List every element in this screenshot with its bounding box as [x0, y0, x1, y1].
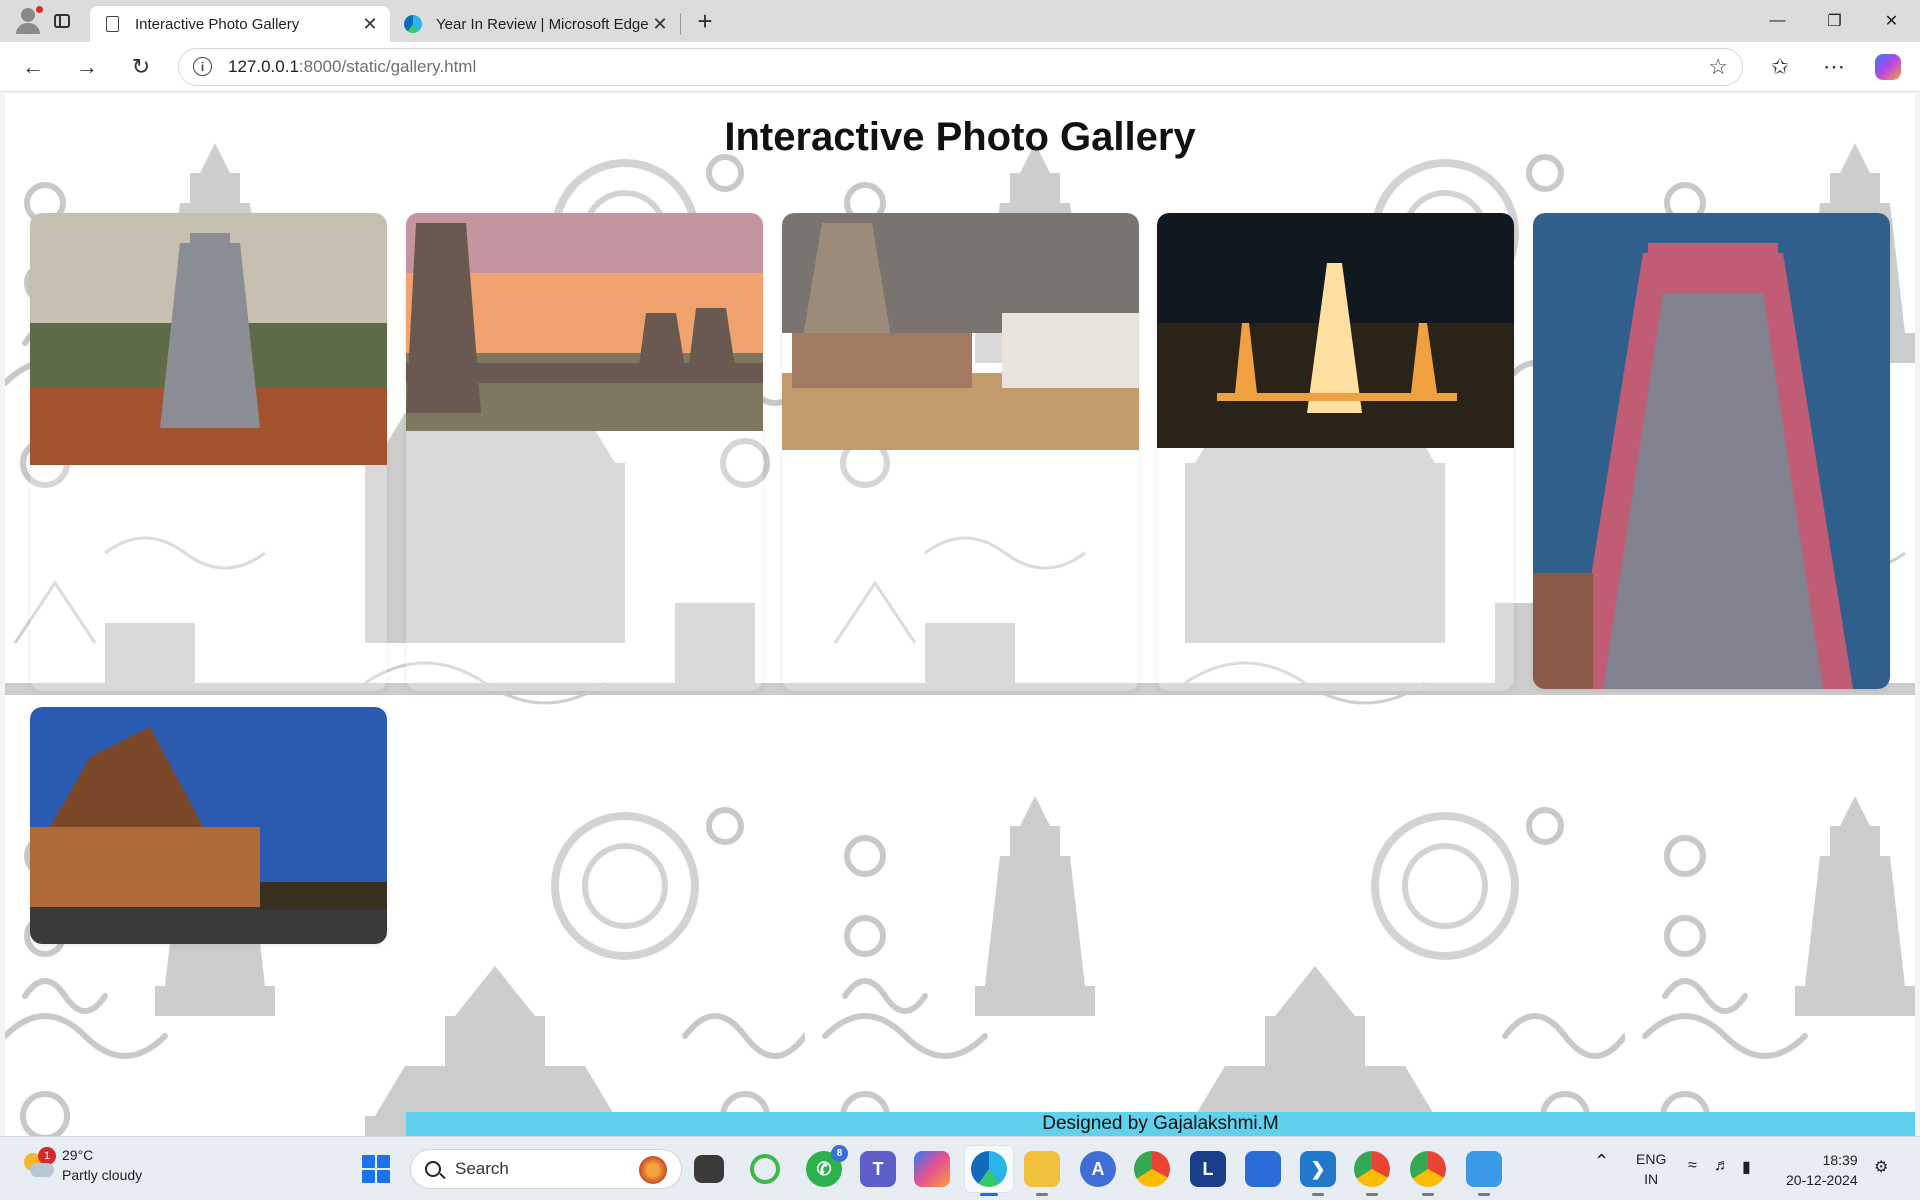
chrome-icon[interactable] — [1134, 1151, 1170, 1187]
close-tab-icon[interactable]: ✕ — [362, 13, 378, 34]
gallery-card[interactable] — [1157, 213, 1514, 691]
site-info-icon[interactable]: i — [193, 57, 212, 76]
tab-bar: Interactive Photo Gallery ✕ Year In Revi… — [0, 0, 1920, 42]
page-icon — [106, 16, 119, 32]
whatsapp-badge: 8 — [831, 1145, 848, 1162]
m365-copilot-icon[interactable] — [914, 1151, 950, 1187]
task-view-icon[interactable] — [694, 1155, 724, 1183]
windows-taskbar: 1 29°C Partly cloudy Search ✆ 8 T A L ❯ ⌃… — [0, 1136, 1920, 1200]
edge-app-icon[interactable] — [971, 1151, 1007, 1196]
chrome-profile-2-icon[interactable] — [1410, 1151, 1446, 1196]
file-explorer-icon[interactable] — [1024, 1151, 1060, 1196]
affinity-icon[interactable]: A — [1080, 1151, 1116, 1187]
whatsapp-icon[interactable]: ✆ 8 — [806, 1145, 848, 1187]
gallery-photo[interactable] — [30, 213, 387, 465]
lang-line2: IN — [1644, 1171, 1659, 1187]
favorite-star-icon[interactable]: ☆ — [1708, 53, 1728, 79]
chrome-profile-icon[interactable] — [1354, 1151, 1390, 1196]
notifications-icon[interactable]: ⚙ — [1874, 1159, 1889, 1176]
l-app-icon[interactable]: L — [1190, 1151, 1226, 1187]
page-viewport: Interactive Photo Gallery — [5, 93, 1915, 1136]
clock-time: 18:39 — [1822, 1152, 1858, 1168]
tab-gallery[interactable]: Interactive Photo Gallery ✕ — [90, 6, 390, 42]
page-title: Interactive Photo Gallery — [724, 115, 1196, 159]
gallery-photo[interactable] — [1157, 213, 1514, 448]
weather-temp: 29°C — [62, 1147, 94, 1163]
photos-icon[interactable] — [1466, 1151, 1502, 1196]
gallery-card[interactable] — [30, 707, 387, 944]
show-hidden-icons[interactable]: ⌃ — [1594, 1151, 1610, 1171]
address-bar[interactable]: i 127.0.0.1:8000/static/gallery.html ☆ — [178, 47, 1743, 86]
browser-toolbar: ← → ↻ i 127.0.0.1:8000/static/gallery.ht… — [0, 42, 1920, 92]
window-controls: — ❐ ✕ — [1749, 0, 1920, 42]
gallery-card[interactable] — [406, 213, 763, 691]
profile-avatar[interactable] — [0, 0, 43, 42]
gallery-card[interactable] — [782, 213, 1139, 691]
gallery-photo[interactable] — [30, 707, 387, 944]
restore-icon[interactable]: ❐ — [1827, 13, 1842, 30]
minimize-icon[interactable]: — — [1769, 12, 1786, 29]
forward-button[interactable]: → — [76, 53, 98, 79]
volume-icon[interactable]: ♬ — [1714, 1157, 1730, 1174]
edge-icon — [404, 15, 422, 33]
gallery-photo[interactable] — [1533, 213, 1890, 689]
windows-start-icon[interactable] — [362, 1155, 390, 1183]
vscode-icon[interactable]: ❯ — [1300, 1151, 1336, 1196]
favorites-icon[interactable]: ✩ — [1770, 53, 1790, 79]
search-icon — [425, 1161, 441, 1177]
page-footer: Designed by Gajalakshmi.M — [406, 1112, 1915, 1136]
refresh-button[interactable]: ↻ — [131, 53, 151, 79]
tab-title: Year In Review | Microsoft Edge — [436, 15, 649, 33]
gallery-photo[interactable] — [782, 213, 1139, 450]
close-tab-icon[interactable]: ✕ — [652, 13, 668, 34]
weather-desc: Partly cloudy — [62, 1167, 143, 1183]
wifi-icon[interactable]: ≈ — [1688, 1157, 1697, 1174]
search-highlight-icon — [639, 1156, 667, 1184]
notification-badge: 1 — [38, 1147, 56, 1165]
url-text[interactable]: 127.0.0.1:8000/static/gallery.html — [228, 56, 477, 76]
gallery-card[interactable] — [30, 213, 387, 691]
copilot-app-icon[interactable] — [750, 1154, 780, 1184]
clock-date: 20-12-2024 — [1786, 1172, 1858, 1188]
copilot-icon[interactable] — [1861, 42, 1915, 92]
lang-line1: ENG — [1636, 1151, 1667, 1167]
tab-year-in-review[interactable]: Year In Review | Microsoft Edge ✕ — [390, 6, 680, 42]
back-button[interactable]: ← — [22, 53, 44, 79]
gallery-card[interactable] — [1533, 213, 1890, 689]
more-options-icon[interactable]: ⋯ — [1823, 53, 1845, 79]
system-clock[interactable]: 18:39 20-12-2024 — [1786, 1150, 1858, 1190]
tab-separator — [680, 13, 681, 35]
partly-cloudy-icon: 1 — [22, 1147, 56, 1179]
gallery-photo[interactable] — [406, 213, 763, 431]
teams-icon[interactable]: T — [860, 1151, 896, 1187]
weather-widget[interactable]: 1 29°C Partly cloudy — [22, 1145, 142, 1185]
battery-icon[interactable]: ▮ — [1742, 1159, 1751, 1176]
store-icon[interactable] — [1245, 1151, 1281, 1187]
close-icon[interactable]: ✕ — [1884, 13, 1899, 30]
taskbar-search[interactable]: Search — [410, 1149, 682, 1189]
new-tab-button[interactable]: + — [697, 5, 713, 36]
language-indicator[interactable]: ENG IN — [1636, 1149, 1666, 1189]
tab-actions-icon[interactable] — [42, 0, 82, 42]
search-placeholder: Search — [455, 1159, 509, 1178]
tab-title: Interactive Photo Gallery — [135, 15, 300, 33]
